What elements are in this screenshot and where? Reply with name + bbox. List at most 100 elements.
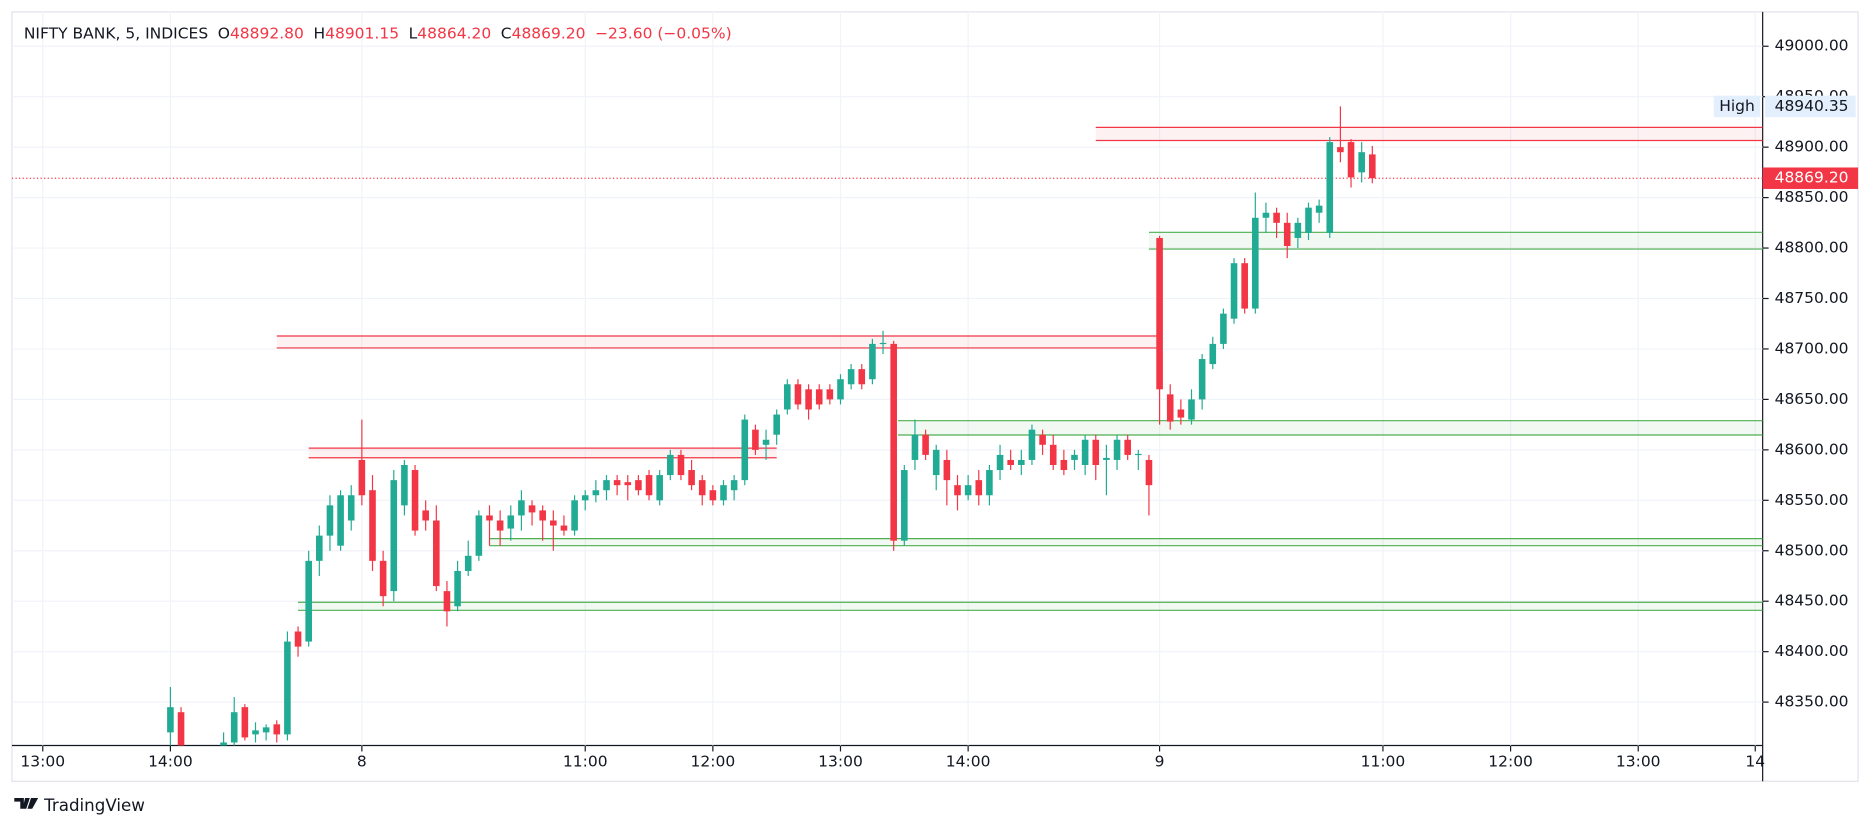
candle [677,449,685,481]
candle-body [464,555,472,571]
candle-body [560,525,568,531]
axes: 48350.00 48400.00 48450.00 48500.00 48550.00… [20,37,1859,771]
candle-body [379,560,387,597]
candle [858,364,866,390]
x-tick-label: 8 [357,753,367,771]
candle [879,330,887,354]
zone-fill [489,538,1763,546]
candle-body [305,560,312,642]
candle-body [390,480,398,592]
y-tick-label: 48350.00 [1775,693,1849,711]
candle-body [273,724,281,735]
candle-body [1273,212,1280,223]
high-name: High [1719,97,1755,115]
candle [762,429,770,460]
candle [1071,449,1078,471]
candle-body [805,389,812,410]
candle [1283,212,1291,259]
candle-body [720,485,727,501]
candle [1028,424,1036,465]
candle-body [369,490,376,561]
candle [1145,454,1153,516]
candle [1369,145,1376,184]
candle-body [1347,142,1355,178]
candle-body [177,712,185,746]
candle [230,697,238,746]
x-tick-label: 11:00 [1361,753,1406,771]
candle [1092,434,1100,481]
candle-body [645,475,653,496]
candle-body [1358,152,1365,173]
candle-body [688,470,695,486]
candle-body [784,384,791,410]
candle [454,560,461,612]
y-tick-label: 48400.00 [1775,642,1849,660]
candle [273,720,281,743]
x-tick-label: 9 [1155,753,1165,771]
candle-body [773,414,780,435]
candle-body [943,459,951,481]
zone [489,538,1763,547]
candle-body [837,379,844,400]
candle-body [167,707,174,733]
candle [794,379,802,410]
x-tick-label: 14 [1745,753,1765,771]
candle-body [1135,453,1142,456]
candle [316,525,323,576]
last-price-label: 48869.20 [1775,169,1849,187]
candle-body [1092,439,1100,465]
candle-body [241,707,249,738]
candle-body [1018,459,1025,465]
candle-body [624,482,632,486]
candle-body [996,454,1004,471]
candle-body [1220,313,1227,344]
candle-body [326,505,334,536]
zone [276,335,1160,349]
candle [730,475,738,501]
candle [1166,384,1174,430]
y-tick-label: 48800.00 [1775,239,1849,257]
candle [379,550,387,607]
candle-body [1103,457,1110,460]
brand-name: TradingView [43,796,145,815]
candle [1156,235,1163,425]
candle-body [220,742,227,746]
candle [996,444,1004,481]
candle [773,409,780,445]
candle-body [815,389,823,405]
candle-body [433,520,440,587]
candle-body [454,570,461,607]
candle-body [592,490,600,496]
x-tick-label: 14:00 [946,753,991,771]
candle-body [954,485,961,496]
ohlc-label: L [409,24,418,42]
y-tick-label: 49000.00 [1775,37,1849,55]
candle [911,419,919,471]
candle-body [741,419,749,481]
candle-body [262,727,270,733]
candle-body [922,434,929,455]
candle-body [1262,212,1270,218]
candle-body [656,475,663,501]
candle [720,480,727,506]
candle-body [762,439,770,445]
candle [1230,258,1238,324]
candle [358,419,366,506]
candle-body [337,495,344,546]
candle-body [1315,205,1323,213]
candle [486,505,493,546]
candle-body [518,500,525,516]
candle-body [698,480,706,496]
candle [475,510,483,561]
candle-body [794,384,802,405]
candle-body [230,712,238,743]
candle-body [1283,222,1291,247]
zone-fill [308,448,777,458]
candle [1135,449,1142,471]
candle-body [1071,454,1078,460]
y-tick-label: 48850.00 [1775,188,1849,206]
candle [603,475,610,501]
candle-body [1209,343,1217,365]
ohlc-value: 48864.20 [417,24,491,42]
